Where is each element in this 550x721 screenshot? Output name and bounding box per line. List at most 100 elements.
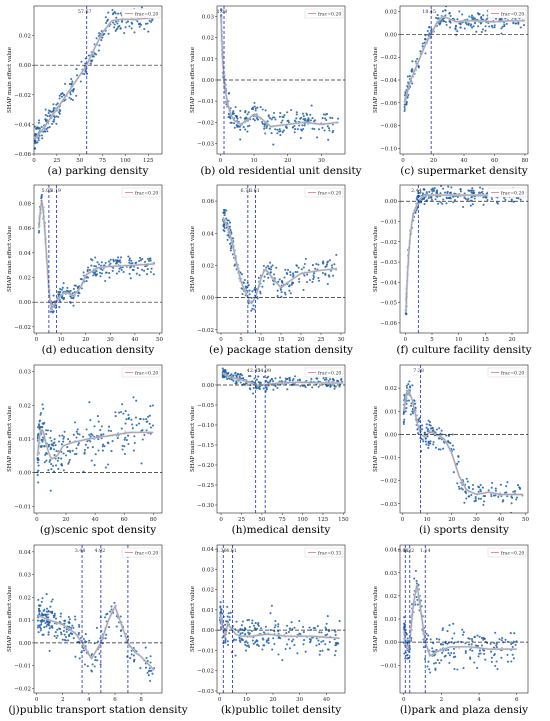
data-point	[243, 278, 246, 282]
data-point	[431, 190, 434, 193]
data-point	[447, 641, 451, 644]
data-point	[457, 485, 460, 488]
y-axis-label: SHAP main effect value	[190, 406, 196, 472]
data-point	[323, 378, 326, 381]
data-point	[75, 430, 78, 433]
data-point	[293, 383, 296, 386]
data-point	[327, 138, 330, 141]
x-tick-label: 50	[522, 517, 529, 523]
y-tick-label: −0.30	[197, 503, 214, 509]
data-point	[58, 434, 61, 437]
data-point	[302, 118, 305, 121]
data-point	[445, 23, 448, 26]
data-point	[241, 631, 244, 634]
data-point	[265, 266, 268, 269]
data-point	[142, 418, 145, 421]
data-point	[269, 380, 272, 383]
data-point	[128, 261, 131, 264]
data-point	[269, 628, 272, 632]
data-point	[312, 274, 315, 277]
y-tick-label: 0.06	[19, 226, 32, 232]
data-point	[440, 659, 443, 662]
data-point	[494, 487, 497, 490]
data-point	[252, 304, 255, 307]
data-point	[334, 385, 337, 388]
x-tick-label: 6	[515, 697, 519, 703]
x-tick-label: 25	[53, 158, 60, 164]
data-point	[235, 114, 238, 118]
data-point	[151, 404, 154, 407]
data-point	[239, 116, 242, 119]
data-point	[453, 199, 456, 202]
data-point	[414, 60, 417, 63]
x-tick-label: 30	[473, 517, 480, 523]
data-point	[35, 133, 38, 136]
y-tick-label: 0.04	[19, 550, 32, 556]
data-point	[226, 238, 229, 241]
data-point	[289, 271, 292, 274]
data-point	[106, 20, 109, 23]
data-point	[121, 403, 124, 406]
data-point	[264, 109, 267, 112]
data-point	[504, 638, 507, 641]
data-point	[427, 444, 430, 447]
data-point	[42, 407, 45, 410]
y-tick-label: −0.01	[380, 456, 397, 462]
data-point	[235, 124, 238, 127]
data-point	[324, 634, 327, 637]
data-point	[67, 615, 70, 619]
data-point	[239, 109, 242, 112]
data-point	[287, 121, 290, 124]
data-point	[414, 569, 417, 572]
data-point	[36, 127, 40, 130]
data-point	[232, 639, 235, 642]
data-point	[490, 660, 493, 663]
data-point	[62, 629, 65, 632]
data-point	[90, 432, 93, 435]
x-tick-label: 50	[76, 158, 83, 164]
data-point	[149, 259, 152, 262]
data-point	[229, 221, 232, 224]
data-point	[484, 196, 487, 199]
data-point	[45, 429, 48, 432]
data-point	[334, 644, 337, 647]
data-point	[491, 481, 494, 485]
data-point	[133, 31, 136, 34]
scatter-points	[404, 185, 524, 316]
data-point	[57, 115, 60, 119]
data-point	[479, 497, 483, 500]
y-tick-label: 0.02	[19, 34, 31, 40]
data-point	[45, 625, 48, 628]
y-tick-label: −0.06	[14, 152, 31, 158]
lowess-line	[403, 389, 524, 495]
data-point	[409, 413, 412, 416]
data-point	[251, 622, 254, 625]
data-point	[127, 417, 130, 421]
data-point	[279, 376, 282, 379]
data-point	[49, 605, 52, 608]
data-point	[284, 293, 287, 296]
data-point	[62, 469, 65, 472]
data-point	[322, 113, 325, 116]
data-point	[281, 659, 284, 662]
data-point	[40, 612, 44, 615]
data-point	[463, 501, 466, 504]
data-point	[249, 388, 252, 391]
data-point	[403, 616, 406, 619]
data-point	[335, 253, 338, 256]
data-point	[493, 24, 496, 27]
data-point	[421, 192, 425, 195]
data-point	[237, 125, 240, 128]
data-point	[109, 262, 112, 265]
data-point	[248, 289, 251, 292]
data-point	[477, 13, 480, 16]
data-point	[144, 666, 148, 669]
data-point	[64, 454, 68, 457]
legend-label: frac=0.20	[501, 190, 524, 196]
data-point	[490, 656, 493, 659]
data-point	[311, 127, 314, 130]
data-point	[267, 276, 270, 279]
data-point	[285, 126, 288, 129]
data-point	[56, 102, 59, 105]
data-point	[235, 380, 238, 383]
